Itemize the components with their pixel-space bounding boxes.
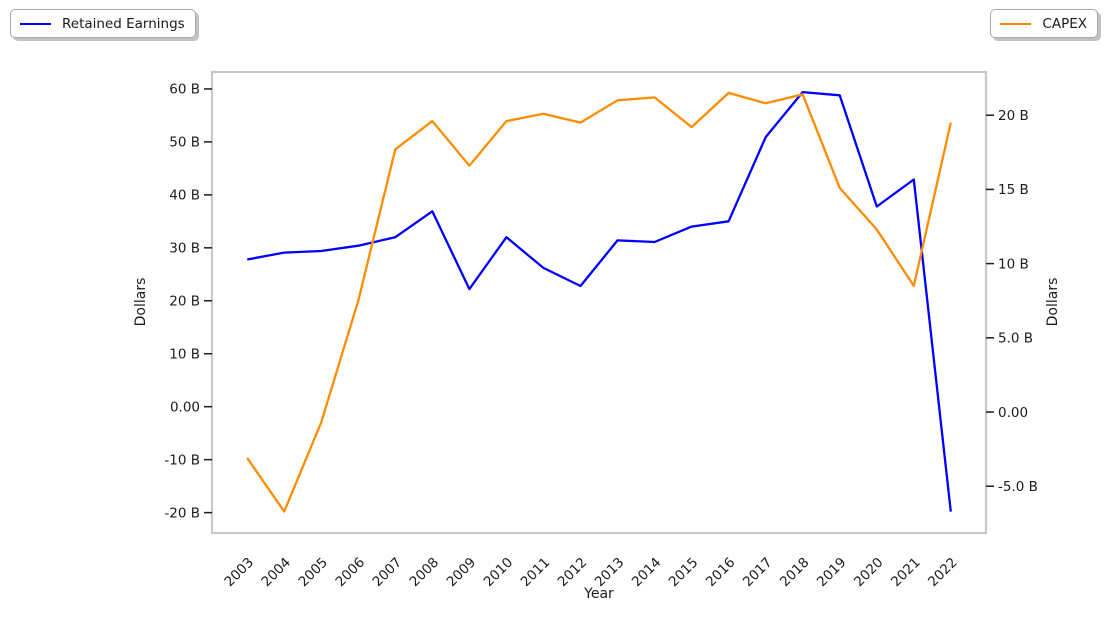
y-axis-left-tick-label: 20 B	[169, 294, 200, 310]
x-axis-tick-label: 2005	[295, 555, 331, 591]
capex-line-sample	[1000, 22, 1032, 25]
legend-capex-label: CAPEX	[1042, 15, 1087, 32]
y-axis-left-tick-label: -10 B	[164, 452, 200, 468]
legend-capex: CAPEX	[990, 9, 1098, 38]
y-axis-right-tick-label: 20 B	[998, 108, 1029, 124]
x-axis-tick-label: 2007	[370, 555, 406, 591]
y-axis-left-title: Dollars	[133, 278, 149, 327]
x-axis-tick-label: 2013	[592, 555, 628, 591]
retained-earnings-line	[246, 90, 952, 512]
plot-frame	[210, 70, 988, 535]
y-axis-left-tick-label: 30 B	[169, 241, 200, 257]
y-axis-right-tick-label: -5.0 B	[998, 479, 1038, 495]
y-axis-right-tick-label: 0.00	[998, 405, 1028, 421]
y-axis-right-tick-label: 10 B	[998, 256, 1029, 272]
x-axis-tick-label: 2018	[777, 555, 813, 591]
x-axis-tick-label: 2009	[444, 555, 480, 591]
retained-earnings-line-sample	[20, 22, 51, 25]
y-axis-left-tick-label: 50 B	[169, 135, 200, 151]
capex-line	[246, 91, 952, 513]
y-axis-left-tick-label: -20 B	[164, 505, 200, 521]
y-axis-left-tick-label: 40 B	[169, 188, 200, 204]
y-axis-left-tick-label: 0.00	[170, 399, 200, 415]
legend-retained-earnings-label: Retained Earnings	[62, 15, 185, 32]
x-axis-tick-label: 2006	[333, 555, 369, 591]
x-axis-tick-label: 2012	[555, 555, 591, 591]
x-axis-tick-label: 2022	[925, 555, 961, 591]
x-axis-tick-label: 2019	[814, 555, 850, 591]
x-axis-tick-label: 2021	[888, 555, 924, 591]
y-axis-right-tick-label: 15 B	[998, 182, 1029, 198]
x-axis-title: Year	[583, 586, 614, 602]
x-axis-tick-label: 2016	[703, 555, 739, 591]
y-axis-left-tick-label: 10 B	[169, 347, 200, 363]
y-axis-right-title: Dollars	[1045, 278, 1061, 327]
x-axis-tick-label: 2020	[851, 555, 887, 591]
x-axis-tick-label: 2003	[221, 555, 257, 591]
x-axis-tick-label: 2011	[518, 555, 554, 591]
x-axis-tick-label: 2017	[740, 555, 776, 591]
x-axis-tick-label: 2015	[666, 555, 702, 591]
y-axis-left-tick-label: 60 B	[169, 82, 200, 98]
x-axis-tick-label: 2008	[407, 555, 443, 591]
x-axis-tick-label: 2014	[629, 555, 665, 591]
y-axis-right-tick-label: 5.0 B	[998, 331, 1033, 347]
legend-retained-earnings: Retained Earnings	[10, 9, 196, 38]
x-axis-tick-label: 2004	[258, 555, 294, 591]
x-axis-tick-label: 2010	[481, 555, 517, 591]
